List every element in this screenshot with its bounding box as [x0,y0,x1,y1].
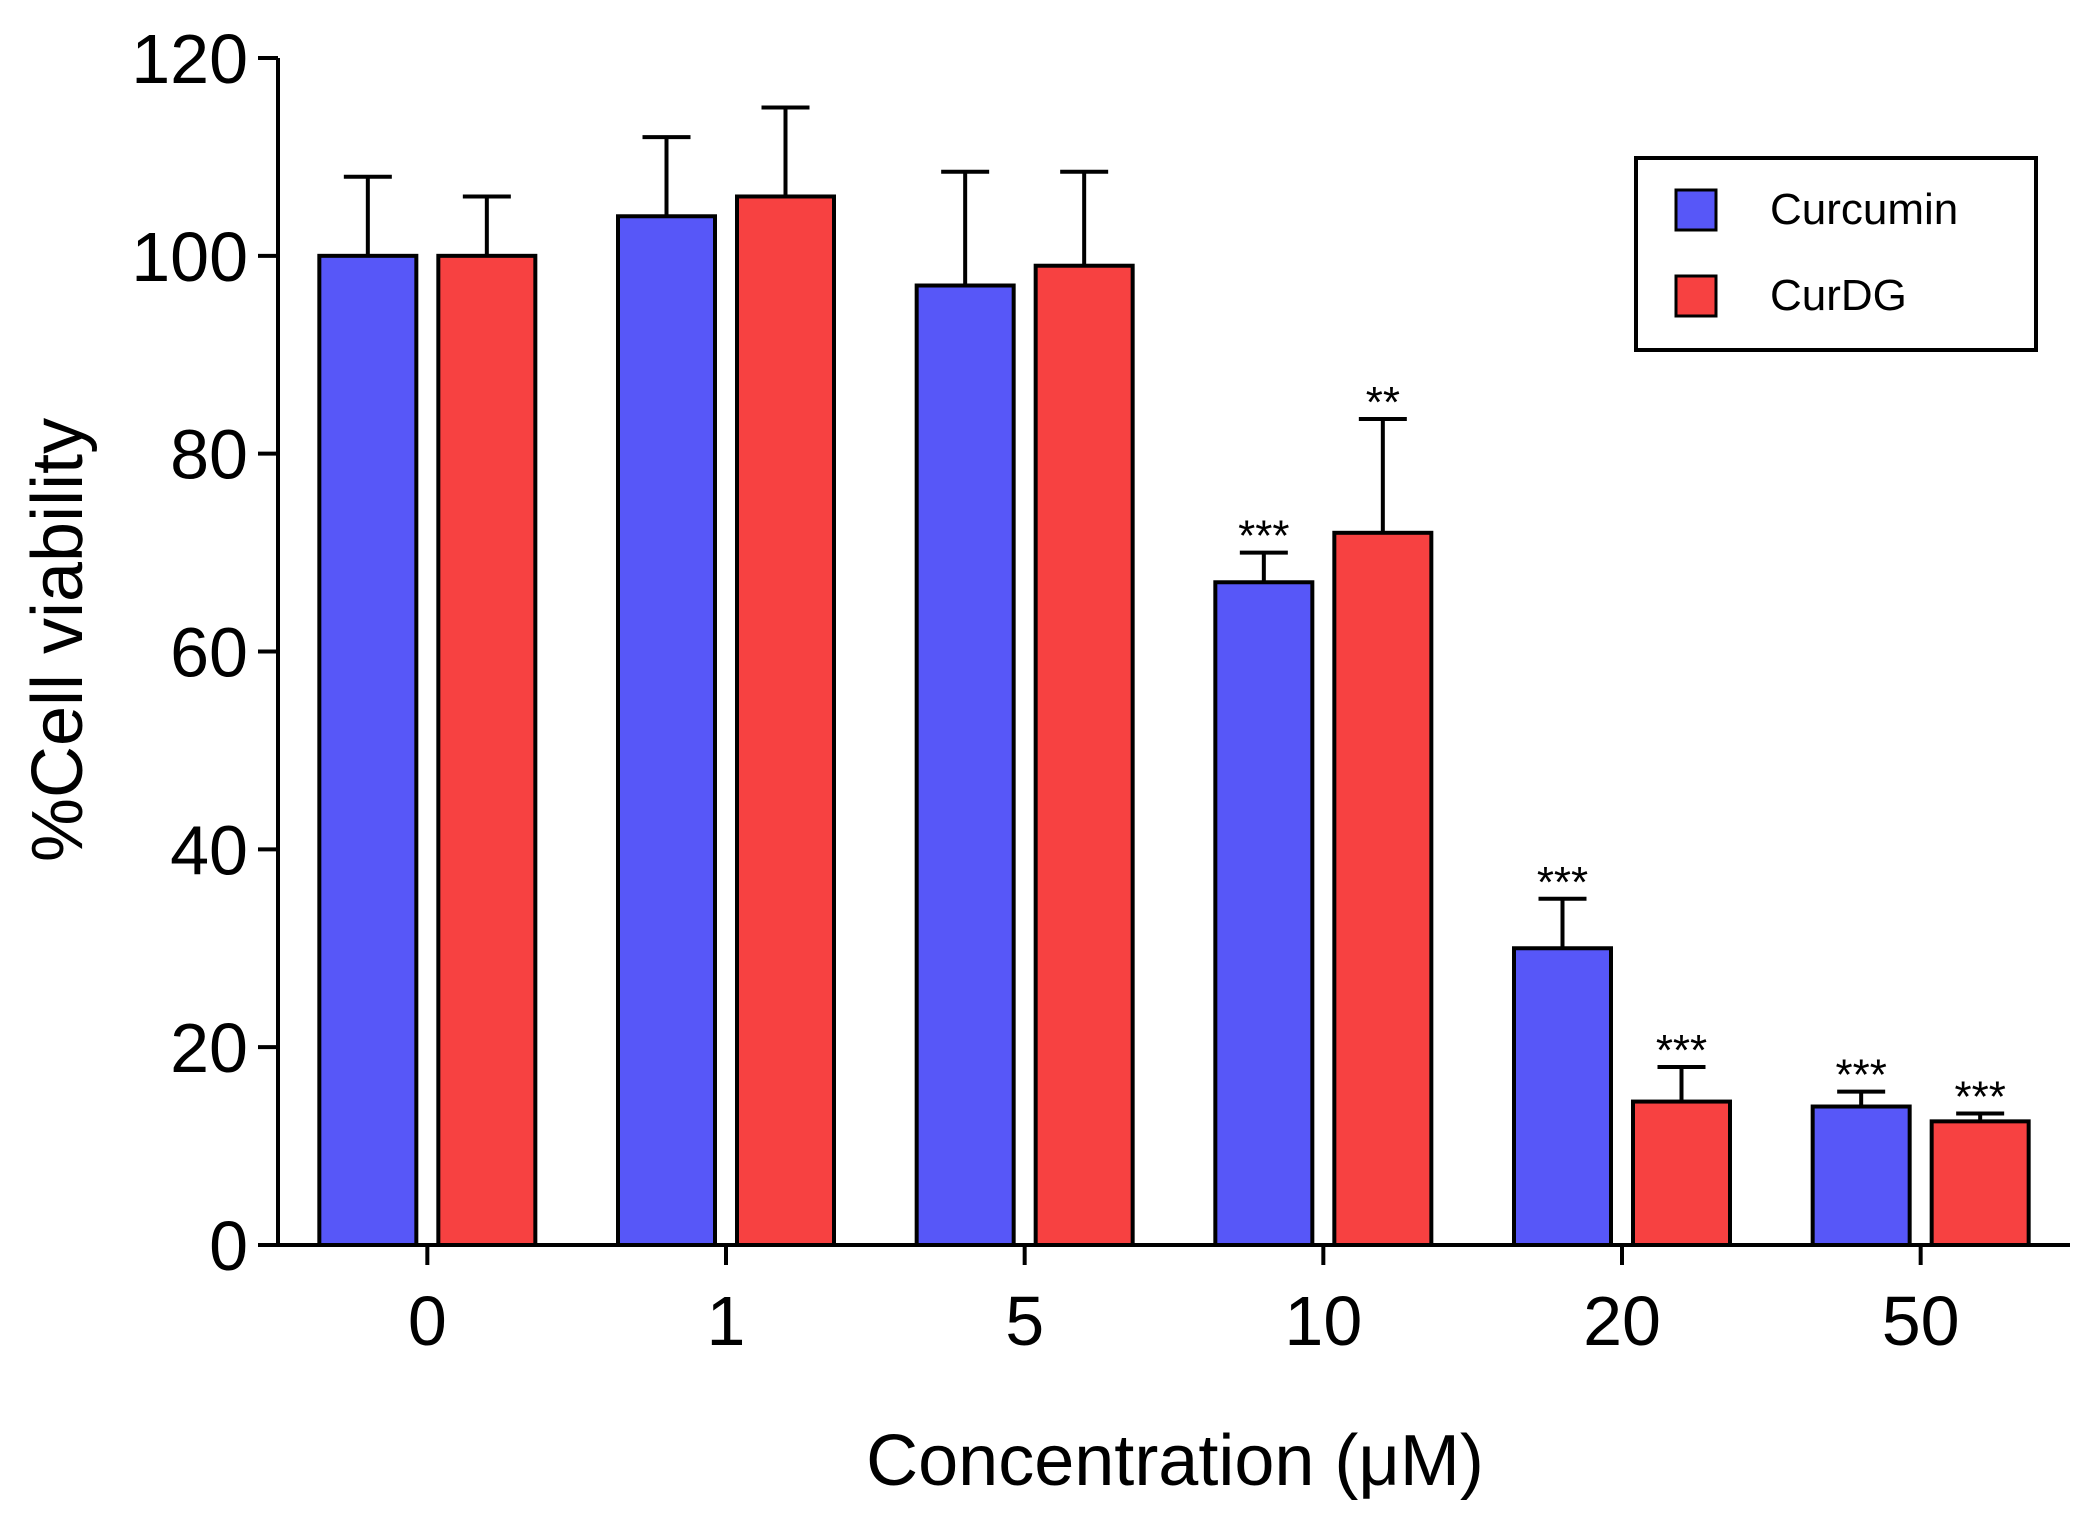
bar-curcumin-50 [1810,1104,1912,1248]
bar-curdg-10 [1332,530,1434,1247]
bars-group [317,194,2031,1248]
y-tick-label: 40 [170,811,248,889]
bar-curdg-5 [1033,263,1135,1248]
legend-label-curcumin: Curcumin [1770,185,1958,234]
significance-label: *** [1656,1026,1707,1075]
bar-curcumin-10 [1213,580,1315,1247]
bar-curdg-1 [735,194,836,1248]
bar-curdg-50 [1929,1119,2031,1247]
significance-label: *** [1954,1072,2005,1121]
y-tick-label: 100 [131,218,248,296]
x-tick-label: 0 [408,1282,447,1360]
significance-label: *** [1835,1051,1886,1100]
axes-group: 0 20 40 60 80 100 120 0 1 5 10 20 50 [131,20,2070,1360]
y-axis-title: %Cell viability [18,418,98,862]
bar-curcumin-20 [1512,946,1613,1247]
significance-group: ************** *** [1238,378,2006,1121]
y-tick-label: 120 [131,20,248,98]
x-tick-label: 5 [1005,1282,1044,1360]
y-tick-label: 80 [170,416,248,494]
legend-label-curdg: CurDG [1770,271,1907,320]
bar-curdg-0 [436,253,538,1248]
x-tick-label: 20 [1583,1282,1661,1360]
x-tick-label: 1 [707,1282,746,1360]
x-tick-label: 50 [1882,1282,1960,1360]
bar-curcumin-1 [616,214,717,1247]
y-tick-label: 60 [170,614,248,692]
y-tick-label: 20 [170,1009,248,1087]
legend-swatch-curcumin [1674,188,1718,232]
significance-label: *** [1238,512,1289,561]
bar-curcumin-5 [914,283,1016,1247]
x-axis-title: Concentration (μM) [866,1421,1484,1501]
bar-curdg-20 [1631,1099,1732,1247]
bar-curcumin-0 [317,253,419,1248]
significance-label: ** [1366,378,1400,427]
x-tick-label: 10 [1284,1282,1362,1360]
y-tick-label: 0 [209,1207,248,1285]
error-bars-group [343,105,2005,1122]
legend: Curcumin CurDG [1634,156,2038,352]
legend-swatch-curdg [1674,274,1718,318]
significance-label: *** [1537,858,1588,907]
